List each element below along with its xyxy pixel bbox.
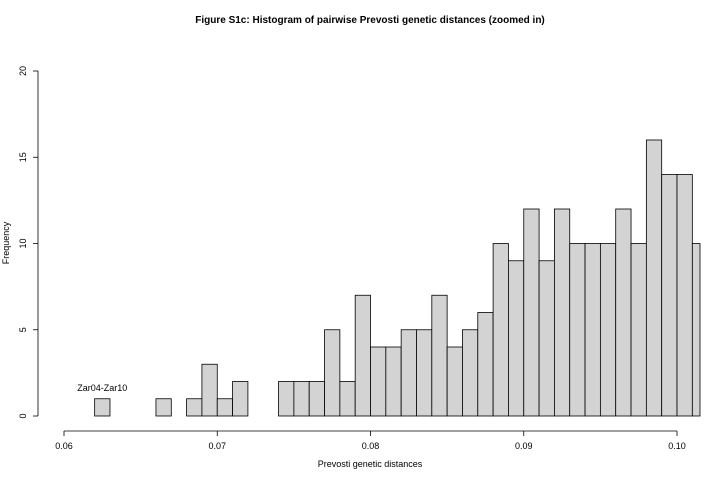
- histogram-bar: [569, 243, 586, 417]
- outlier-annotation: Zar04-Zar10: [77, 383, 127, 393]
- histogram-bar: [676, 174, 693, 417]
- y-axis-label: Frequency: [1, 221, 11, 264]
- histogram-bar: [554, 208, 571, 417]
- histogram-bar: [492, 243, 509, 417]
- histogram-bar: [324, 329, 341, 417]
- histogram-bar: [308, 381, 325, 417]
- y-tick-label: 10: [18, 238, 28, 248]
- histogram-bar: [186, 398, 203, 417]
- histogram-bar: [645, 139, 663, 417]
- histogram-bar: [201, 363, 218, 417]
- histogram-bar: [446, 346, 463, 417]
- x-tick-label: 0.09: [515, 441, 533, 451]
- x-axis: 0.06 0.07 0.08 0.09 0.10: [55, 430, 686, 451]
- histogram-bar: [416, 329, 433, 417]
- histogram-bar: [691, 243, 701, 417]
- histogram-bar: [232, 381, 249, 417]
- y-tick-label: 15: [18, 152, 28, 162]
- histogram-bar: [354, 294, 371, 417]
- y-tick-label: 20: [18, 66, 28, 76]
- histogram-bar: [94, 398, 111, 417]
- histogram-bar: [155, 398, 172, 417]
- histogram-bar: [508, 260, 525, 417]
- histogram-bar: [538, 260, 555, 417]
- histogram-bar: [370, 346, 387, 417]
- x-tick-label: 0.08: [362, 441, 380, 451]
- x-tick-label: 0.10: [668, 441, 686, 451]
- histogram-bar: [400, 329, 417, 417]
- histogram-bar: [431, 294, 448, 417]
- y-tick-label: 5: [18, 327, 28, 332]
- histogram-bar: [339, 381, 356, 417]
- histogram-bar: [599, 243, 617, 417]
- y-tick-label: 0: [18, 413, 28, 418]
- histogram-bar: [661, 174, 678, 417]
- histogram-bar: [293, 381, 310, 417]
- histogram-bar: [523, 208, 540, 417]
- histogram-bar: [462, 329, 479, 417]
- histogram-bar: [615, 208, 632, 417]
- x-tick-label: 0.06: [55, 441, 73, 451]
- histogram-bar: [477, 312, 494, 417]
- histogram-bar: [385, 346, 402, 417]
- x-tick-label: 0.07: [208, 441, 226, 451]
- histogram-bar: [216, 398, 233, 417]
- histogram-bars: [94, 139, 701, 417]
- x-axis-label: Prevosti genetic distances: [318, 459, 423, 469]
- y-axis: 0 5 10 15 20: [18, 66, 39, 419]
- histogram-bar: [278, 381, 295, 417]
- histogram-bar: [584, 243, 601, 417]
- histogram-bar: [630, 243, 647, 417]
- chart-title: Figure S1c: Histogram of pairwise Prevos…: [195, 15, 545, 26]
